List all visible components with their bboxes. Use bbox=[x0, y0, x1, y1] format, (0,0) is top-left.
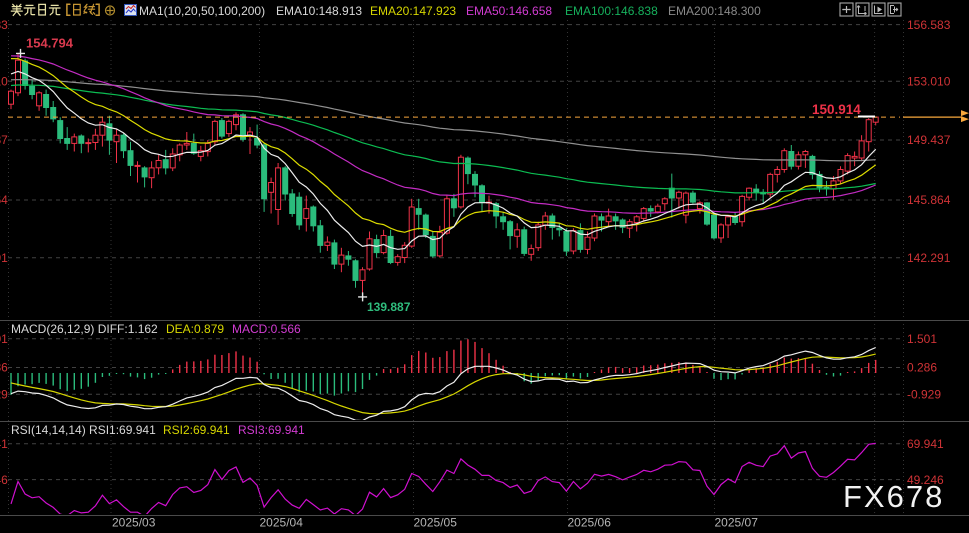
svg-text:69.941: 69.941 bbox=[0, 437, 8, 451]
svg-text:MA1(10,20,50,100,200): MA1(10,20,50,100,200) bbox=[139, 4, 265, 18]
svg-text:-0.929: -0.929 bbox=[907, 387, 941, 401]
svg-text:EMA20:147.923: EMA20:147.923 bbox=[370, 4, 456, 18]
svg-text:2025/05: 2025/05 bbox=[414, 516, 458, 530]
svg-text:142.291: 142.291 bbox=[0, 251, 8, 265]
svg-text:EMA10:148.913: EMA10:148.913 bbox=[276, 4, 362, 18]
svg-text:0.286: 0.286 bbox=[0, 361, 8, 375]
svg-text:139.887: 139.887 bbox=[367, 300, 411, 314]
svg-text:153.010: 153.010 bbox=[907, 75, 951, 89]
svg-text:FX678: FX678 bbox=[843, 479, 944, 514]
svg-text:MACD(26,12,9) DIFF:1.162: MACD(26,12,9) DIFF:1.162 bbox=[11, 322, 158, 336]
svg-text:145.864: 145.864 bbox=[907, 193, 951, 207]
svg-text:EMA50:146.658: EMA50:146.658 bbox=[466, 4, 552, 18]
svg-text:RSI(14,14,14) RSI1:69.941: RSI(14,14,14) RSI1:69.941 bbox=[11, 423, 156, 437]
svg-text:RSI2:69.941: RSI2:69.941 bbox=[163, 423, 230, 437]
svg-text:156.583: 156.583 bbox=[907, 18, 951, 32]
svg-text:RSI3:69.941: RSI3:69.941 bbox=[238, 423, 305, 437]
svg-text:149.437: 149.437 bbox=[0, 133, 8, 147]
svg-text:EMA100:146.838: EMA100:146.838 bbox=[565, 4, 658, 18]
svg-text:DEA:0.879: DEA:0.879 bbox=[166, 322, 224, 336]
svg-text:145.864: 145.864 bbox=[0, 193, 8, 207]
svg-text:2025/03: 2025/03 bbox=[112, 516, 156, 530]
svg-text:49.246: 49.246 bbox=[0, 473, 8, 487]
svg-text:1.501: 1.501 bbox=[907, 332, 937, 346]
svg-text:154.794: 154.794 bbox=[26, 36, 74, 51]
svg-text:2025/04: 2025/04 bbox=[260, 516, 304, 530]
svg-text:156.583: 156.583 bbox=[0, 18, 8, 32]
svg-text:1.501: 1.501 bbox=[0, 332, 8, 346]
svg-text:150.914: 150.914 bbox=[812, 102, 861, 117]
svg-text:2025/07: 2025/07 bbox=[715, 516, 759, 530]
svg-text:0.286: 0.286 bbox=[907, 361, 937, 375]
svg-text:153.010: 153.010 bbox=[0, 75, 8, 89]
svg-text:49.246: 49.246 bbox=[907, 473, 944, 487]
svg-text:2025/06: 2025/06 bbox=[568, 516, 612, 530]
svg-text:EMA200:148.300: EMA200:148.300 bbox=[668, 4, 761, 18]
svg-text:-0.929: -0.929 bbox=[0, 387, 8, 401]
svg-text:MACD:0.566: MACD:0.566 bbox=[232, 322, 301, 336]
svg-text:149.437: 149.437 bbox=[907, 133, 951, 147]
svg-text:142.291: 142.291 bbox=[907, 251, 951, 265]
svg-text:69.941: 69.941 bbox=[907, 437, 944, 451]
